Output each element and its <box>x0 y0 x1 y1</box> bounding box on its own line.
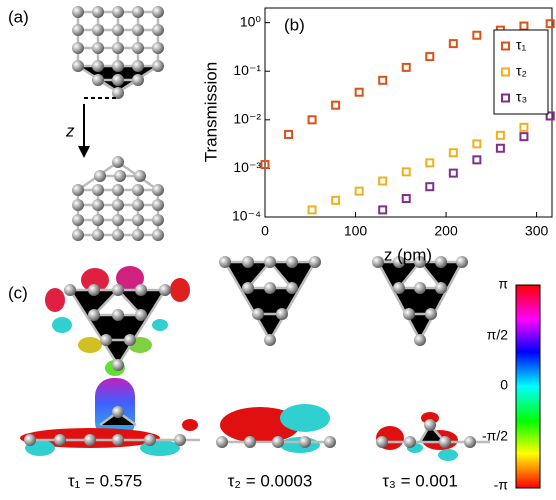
marker <box>473 140 480 147</box>
marker <box>403 195 410 202</box>
legend-label: τ₁ <box>516 37 527 53</box>
colorbar-tick: -π <box>494 477 509 493</box>
cluster-c2 <box>216 256 336 453</box>
marker <box>450 149 457 156</box>
transmission-label: τ₃ = 0.001 <box>382 471 458 490</box>
marker <box>520 124 527 131</box>
colorbar <box>516 285 540 488</box>
colorbar-tick: -π/2 <box>482 428 508 444</box>
marker <box>426 159 433 166</box>
marker <box>473 32 480 39</box>
panel-label: (a) <box>8 7 29 26</box>
colorbar-tick: π/2 <box>487 327 509 343</box>
panel-label: (b) <box>284 15 305 34</box>
panel-label: (c) <box>8 283 28 302</box>
marker <box>473 156 480 163</box>
marker <box>497 145 504 152</box>
legend-label: τ₃ <box>516 89 527 105</box>
arrow-label: z <box>65 121 75 140</box>
arrow-head <box>78 146 90 158</box>
marker <box>403 168 410 175</box>
y-tick-label: 10⁻³ <box>233 159 261 175</box>
marker <box>520 133 527 140</box>
marker <box>309 206 316 213</box>
marker <box>332 197 339 204</box>
marker <box>356 188 363 195</box>
colorbar-tick: 0 <box>500 377 508 393</box>
x-tick-label: 100 <box>344 223 368 239</box>
marker <box>426 53 433 60</box>
marker <box>379 178 386 185</box>
cluster-bottom <box>72 156 164 241</box>
figure: (a) (b) (c) z τ₁ = 0.575 τ₂ = 0.0003 τ₃ … <box>0 0 556 500</box>
x-tick-label: 200 <box>434 223 458 239</box>
marker <box>497 132 504 139</box>
y-tick-label: 10⁻⁴ <box>232 208 261 224</box>
marker <box>426 183 433 190</box>
y-tick-label: 10⁻² <box>233 111 261 127</box>
marker <box>450 40 457 47</box>
marker <box>520 23 527 30</box>
marker <box>356 89 363 96</box>
marker <box>547 20 554 27</box>
x-tick-label: 300 <box>525 223 549 239</box>
y-tick-label: 10⁰ <box>240 13 262 29</box>
marker <box>379 206 386 213</box>
y-tick-label: 10⁻¹ <box>233 62 261 78</box>
marker <box>450 170 457 177</box>
marker <box>332 102 339 109</box>
x-tick-label: 0 <box>261 223 269 239</box>
page: {"panels": {"a": "(a)", "b": "(b)", "c":… <box>0 0 556 500</box>
cluster-c3 <box>372 256 490 461</box>
cluster-top <box>72 6 164 99</box>
marker <box>285 131 292 138</box>
y-axis-label: Transmission <box>201 62 220 162</box>
marker <box>379 77 386 84</box>
x-axis-label: z (pm) <box>384 245 432 264</box>
colorbar-tick: π <box>498 276 508 292</box>
legend-label: τ₂ <box>516 63 527 79</box>
marker <box>403 64 410 71</box>
transmission-label: τ₁ = 0.575 <box>68 471 142 490</box>
marker <box>309 116 316 123</box>
transmission-label: τ₂ = 0.0003 <box>228 471 313 490</box>
